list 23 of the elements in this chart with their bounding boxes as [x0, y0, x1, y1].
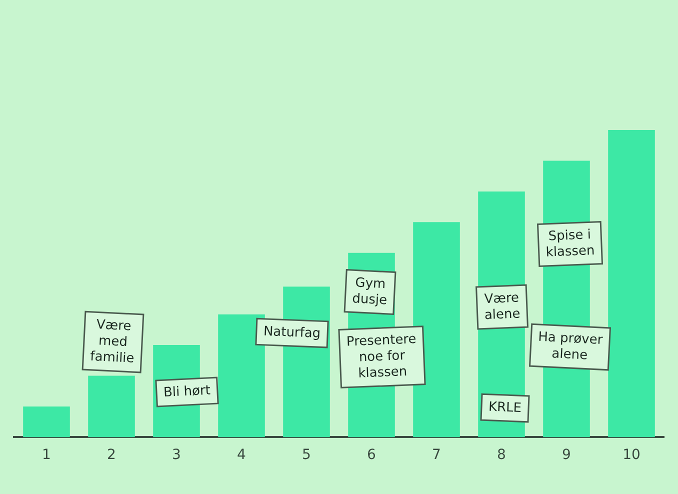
bar — [88, 376, 135, 438]
annotation: Være med familie — [90, 318, 135, 366]
annotation: Bli hørt — [163, 383, 211, 401]
bar — [218, 314, 265, 438]
x-tick-label: 2 — [107, 447, 116, 464]
x-tick-label: 6 — [367, 447, 376, 464]
x-tick-label: 8 — [497, 447, 506, 464]
x-tick-label: 7 — [432, 447, 441, 464]
annotation: Naturfag — [263, 324, 321, 342]
bar — [23, 406, 70, 438]
annotation: Spise i klassen — [546, 228, 596, 260]
x-tick-label: 5 — [302, 447, 311, 464]
annotation: Være alene — [484, 290, 520, 324]
bar — [608, 130, 655, 438]
annotation: Gym dusje — [352, 276, 388, 308]
x-tick-label: 4 — [237, 447, 246, 464]
x-tick-label: 10 — [622, 447, 640, 464]
x-tick-label: 3 — [172, 447, 181, 464]
annotation: KRLE — [488, 400, 522, 416]
x-tick-label: 1 — [42, 447, 51, 464]
annotation: Ha prøver alene — [538, 330, 604, 364]
annotation: Presentere noe for klassen — [346, 332, 417, 382]
x-tick-label: 9 — [562, 447, 571, 464]
